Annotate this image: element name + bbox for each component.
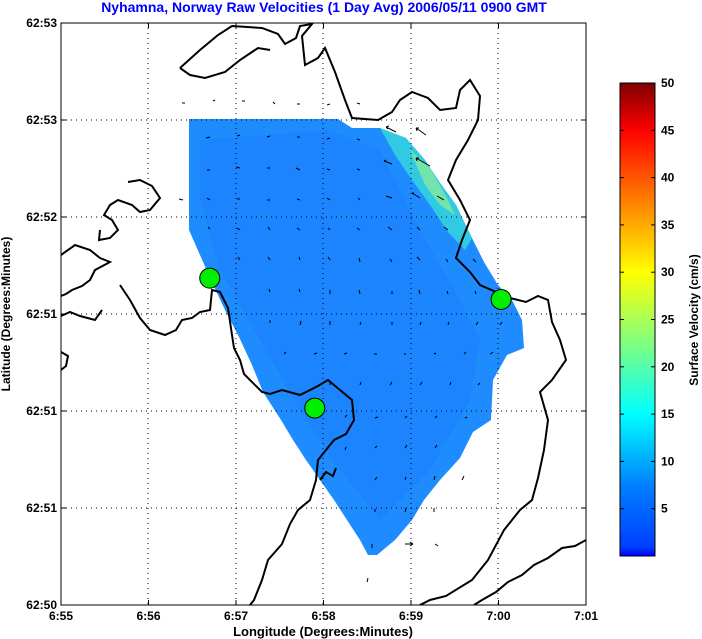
colorbar [619,82,656,557]
velocity-field-peak [410,150,455,215]
colorbar-tick-label: 40 [661,171,675,185]
site-south-marker [304,397,326,419]
x-tick-label: 6:55 [49,609,73,623]
site-east-marker [490,288,512,310]
colorbar-ticks: 5 10 15 20 25 30 35 40 45 50 [620,76,675,516]
map-title: Nyhamna, Norway Raw Velocities (1 Day Av… [101,0,547,15]
colorbar-tick-label: 10 [661,454,675,468]
colorbar-tick-label: 20 [661,360,675,374]
x-tick-label: 7:01 [574,609,598,623]
y-tick-label: 62:53 [26,16,57,30]
colorbar-tick-label: 5 [661,502,668,516]
y-tick-label: 62:52 [26,210,57,224]
site-west-marker [199,267,221,289]
y-axis-label: Latitude (Degrees:Minutes) [0,237,13,392]
y-tick-label: 62:51 [26,501,57,515]
colorbar-tick-label: 15 [661,407,675,421]
colorbar-tick-label: 30 [661,265,675,279]
y-tick-label: 62:51 [26,404,57,418]
x-tick-label: 6:58 [311,609,335,623]
coastline [61,23,586,605]
x-tick-label: 6:56 [136,609,160,623]
colorbar-tick-label: 45 [661,123,675,137]
grid-lines [61,23,586,605]
y-tick-label: 62:53 [26,113,57,127]
x-axis: 6:55 6:56 6:57 6:58 6:59 7:00 7:01 [49,23,598,623]
colorbar-label: Surface Velocity (cm/s) [687,254,701,385]
velocity-field-mid [200,130,480,520]
colorbar-tick-label: 25 [661,313,675,327]
velocity-arrows [178,99,503,583]
velocity-field-fast-zone [380,128,472,250]
colorbar-tick-label: 50 [661,76,675,90]
colorbar-tick-label: 35 [661,218,675,232]
x-axis-label: Longitude (Degrees:Minutes) [233,624,413,639]
x-tick-label: 6:59 [399,609,423,623]
x-tick-label: 6:57 [224,609,248,623]
y-tick-label: 62:50 [26,598,57,612]
x-tick-label: 7:00 [486,609,510,623]
y-axis: 62:50 62:51 62:51 62:51 62:52 62:53 62:53 [26,16,586,612]
site-markers [199,267,512,419]
y-tick-label: 62:51 [26,307,57,321]
